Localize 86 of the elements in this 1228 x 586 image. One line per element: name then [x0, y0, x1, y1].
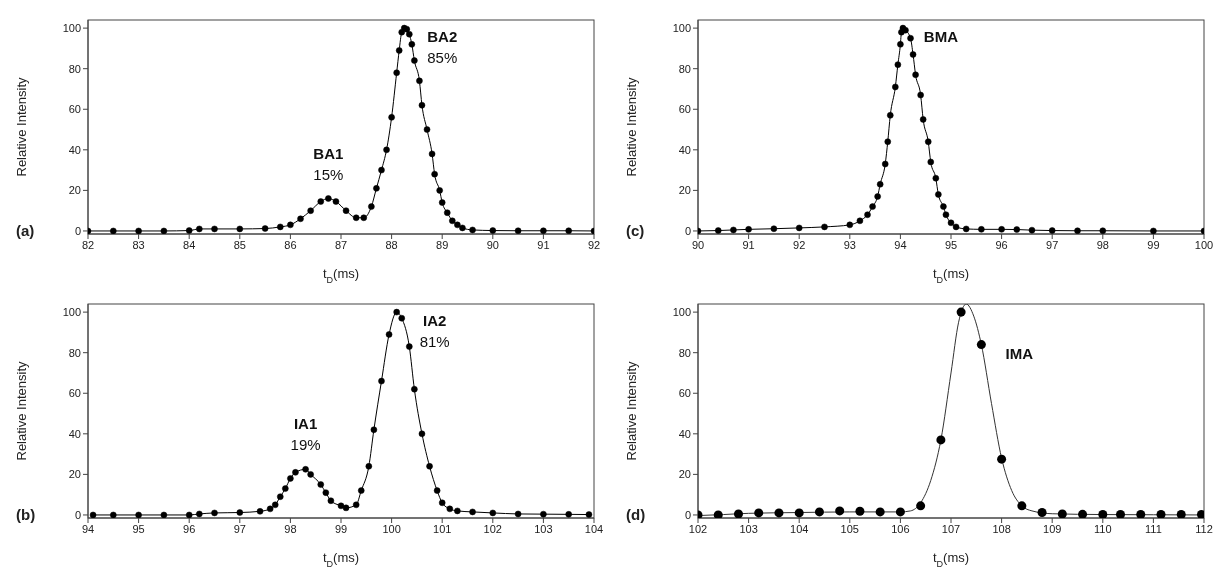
y-axis-title: Relative Intensity: [14, 361, 29, 461]
x-tick-label: 103: [534, 522, 553, 535]
x-tick-label: 95: [132, 522, 145, 535]
y-tick-label: 80: [678, 62, 691, 75]
y-tick-label: 60: [68, 387, 81, 400]
x-tick-label: 102: [483, 522, 502, 535]
x-tick-label: 93: [843, 238, 856, 251]
x-axis-title: t$_{D}$(ms): [322, 266, 360, 285]
x-tick-label: 94: [894, 238, 907, 251]
x-tick-label: 111: [1145, 522, 1162, 535]
y-tick-label: 100: [672, 306, 691, 319]
x-tick-label: 87: [334, 238, 348, 251]
text: (c): [626, 221, 645, 239]
y-tick-label: 80: [678, 346, 691, 359]
x-tick-label: 89: [436, 238, 449, 251]
y-axis-title: Relative Intensity: [14, 77, 29, 177]
text: (d): [626, 505, 646, 523]
x-tick-label: 105: [840, 522, 859, 535]
x-tick-label: 91: [537, 238, 550, 251]
y-tick-label: 20: [678, 468, 691, 481]
y-tick-label: 40: [678, 427, 691, 440]
annotation: BA2 85%: [427, 28, 458, 67]
y-tick-label: 20: [678, 184, 691, 197]
y-tick-label: 80: [68, 62, 81, 75]
x-tick-label: 88: [385, 238, 398, 251]
y-tick-label: 20: [68, 468, 81, 481]
x-tick-label: 99: [1147, 238, 1160, 251]
x-tick-label: 100: [382, 522, 401, 535]
x-tick-label: 97: [233, 522, 246, 535]
x-tick-label: 98: [284, 522, 297, 535]
x-axis-title: t$_{D}$(ms): [932, 266, 970, 285]
annotation: IA1 19%: [290, 415, 321, 454]
x-tick-label: 98: [1096, 238, 1109, 251]
x-tick-label: 83: [132, 238, 145, 251]
x-tick-label: 91: [742, 238, 755, 251]
y-tick-label: 0: [684, 508, 691, 521]
x-tick-label: 104: [584, 522, 604, 535]
text: (a): [16, 221, 35, 239]
y-tick-label: 20: [68, 184, 81, 197]
x-tick-label: 107: [941, 522, 961, 535]
x-tick-label: 90: [486, 238, 499, 251]
x-tick-label: 112: [1195, 522, 1213, 535]
y-tick-label: 60: [678, 387, 691, 400]
x-axis-title: t$_{D}$(ms): [322, 550, 360, 569]
y-tick-label: 0: [74, 224, 81, 237]
annotation: IMA: [1005, 344, 1034, 362]
annotation: IA2 81%: [419, 312, 450, 351]
y-tick-label: 0: [684, 224, 691, 237]
x-tick-label: 97: [1046, 238, 1059, 251]
x-tick-label: 92: [793, 238, 806, 251]
x-tick-label: 82: [81, 238, 95, 251]
x-tick-label: 94: [81, 522, 95, 535]
x-tick-label: 106: [891, 522, 910, 535]
x-tick-label: 109: [1043, 522, 1062, 535]
y-tick-label: 100: [62, 22, 81, 35]
x-tick-label: 108: [992, 522, 1011, 535]
x-tick-label: 92: [587, 238, 601, 251]
x-tick-label: 84: [183, 238, 196, 251]
x-tick-label: 90: [691, 238, 705, 251]
x-tick-label: 103: [739, 522, 758, 535]
x-tick-label: 96: [183, 522, 196, 535]
x-tick-label: 101: [433, 522, 452, 535]
y-tick-label: 40: [678, 143, 691, 156]
annotation: BMA: [923, 28, 959, 46]
x-tick-label: 99: [334, 522, 348, 535]
x-tick-label: 104: [790, 522, 809, 535]
x-tick-label: 96: [995, 238, 1008, 251]
x-tick-label: 102: [688, 522, 708, 535]
y-tick-label: 60: [678, 103, 691, 116]
y-axis-title: Relative Intensity: [624, 77, 639, 177]
y-tick-label: 60: [68, 103, 81, 116]
x-axis-title: t$_{D}$(ms): [932, 550, 970, 569]
x-tick-label: 100: [1194, 238, 1214, 251]
y-tick-label: 40: [68, 143, 81, 156]
x-tick-label: 110: [1094, 522, 1112, 535]
y-tick-label: 100: [672, 22, 691, 35]
y-tick-label: 40: [68, 427, 81, 440]
annotation: BA1 15%: [313, 144, 344, 183]
y-axis-title: Relative Intensity: [624, 361, 639, 461]
y-tick-label: 0: [74, 508, 81, 521]
x-tick-label: 86: [284, 238, 297, 251]
y-tick-label: 80: [68, 346, 81, 359]
y-tick-label: 100: [62, 306, 81, 319]
x-tick-label: 85: [233, 238, 246, 251]
text: (b): [16, 505, 36, 523]
x-tick-label: 95: [944, 238, 958, 251]
